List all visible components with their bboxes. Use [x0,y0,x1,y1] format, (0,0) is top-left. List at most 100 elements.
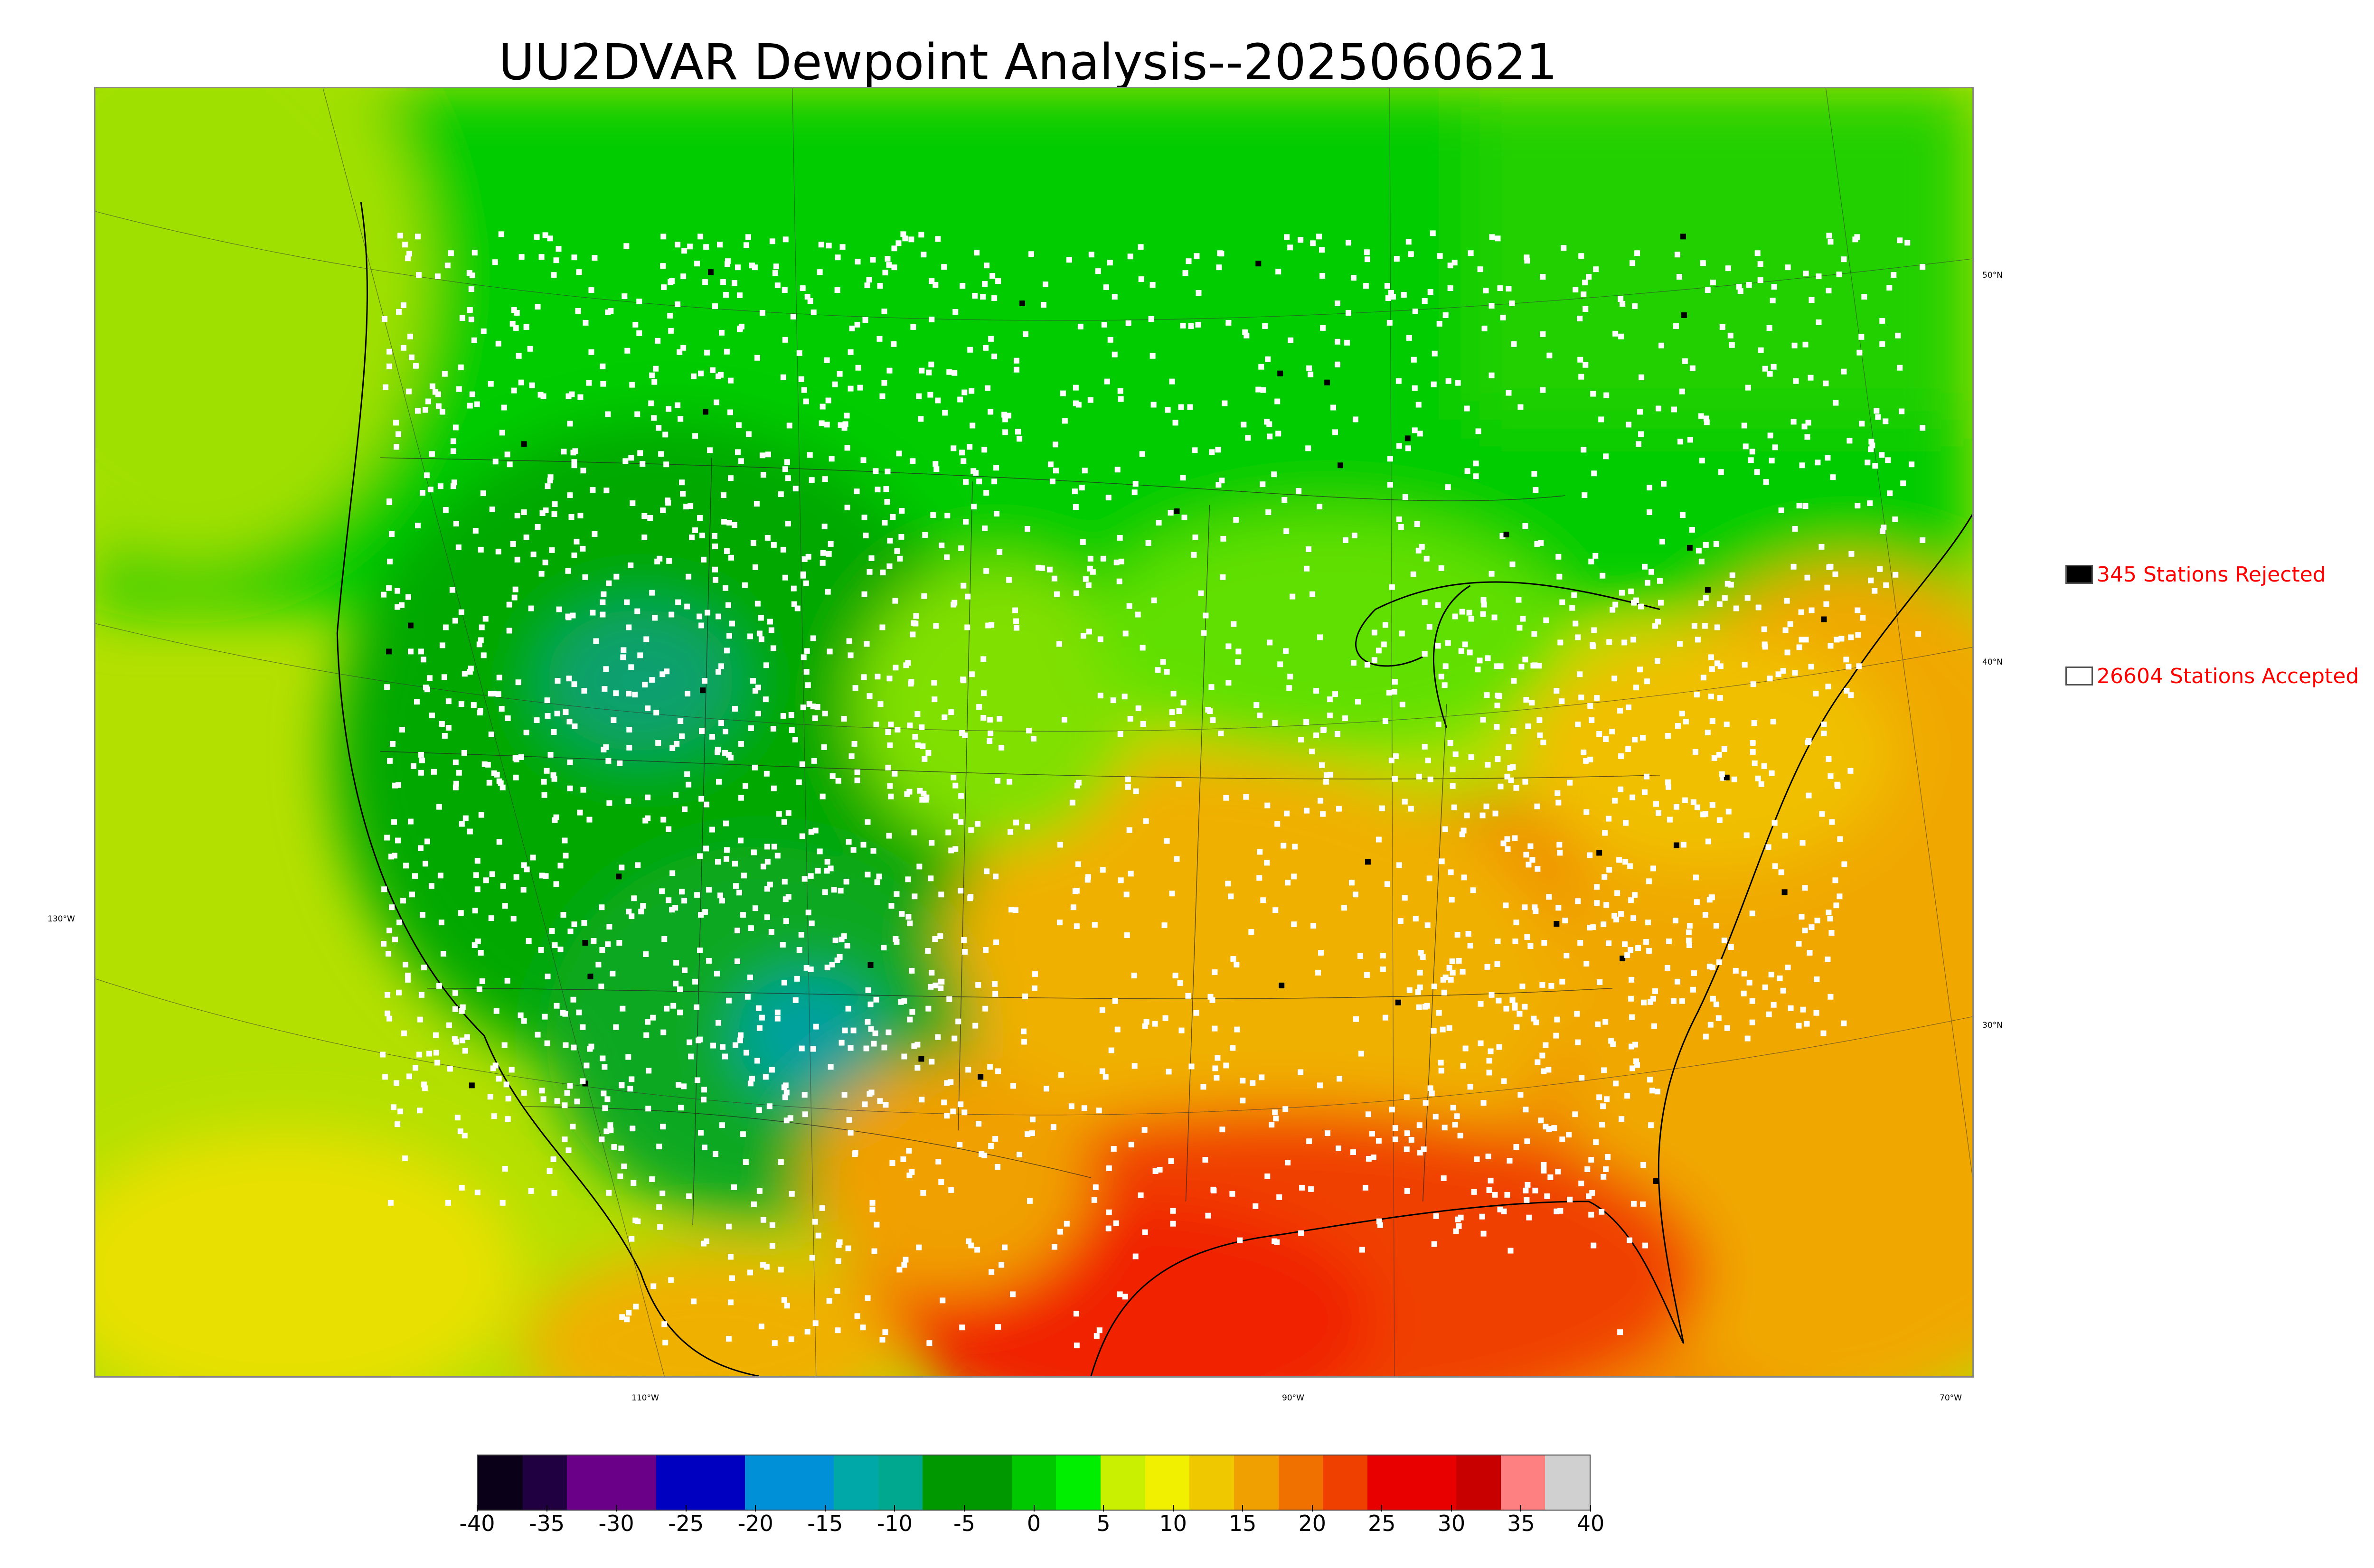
station-marker [1799,637,1805,643]
station-marker [464,1034,470,1040]
station-marker [1077,323,1083,329]
station-marker [582,940,588,946]
station-marker [433,1050,439,1056]
station-marker [738,323,744,329]
station-marker [1498,783,1504,789]
station-marker [1451,804,1457,810]
station-marker [1260,387,1266,393]
station-marker [855,365,861,371]
station-marker [1638,603,1644,610]
station-marker [863,532,869,538]
station-marker [413,363,419,369]
station-marker [1010,1291,1016,1297]
station-marker [764,859,771,865]
station-marker [1200,1084,1206,1090]
station-marker [804,648,810,654]
station-marker [576,1009,582,1015]
station-marker [1126,827,1132,833]
station-marker [1489,234,1495,240]
station-marker [898,999,904,1005]
station-marker [817,848,823,854]
station-marker [952,846,959,852]
station-marker [824,964,830,970]
station-marker [820,793,826,799]
station-marker [1225,680,1232,686]
station-marker [968,827,974,833]
station-marker [551,511,557,517]
station-marker [976,1121,982,1127]
station-marker [394,444,400,450]
station-marker [710,1042,716,1049]
station-marker [1174,508,1180,515]
station-marker [1834,637,1840,643]
station-marker [968,1242,974,1249]
station-marker [1324,772,1330,778]
station-marker [1150,402,1157,408]
station-marker [1168,510,1174,516]
station-marker [1006,413,1012,419]
station-marker [1631,1201,1637,1207]
station-marker [682,806,688,812]
station-marker [776,811,782,817]
station-marker [571,921,577,928]
station-marker [1519,983,1526,989]
station-marker [861,591,867,597]
station-marker [808,829,814,835]
station-marker [734,958,740,964]
station-marker [582,574,588,580]
station-marker [1686,545,1693,551]
station-marker [1310,240,1316,246]
station-marker [569,391,575,397]
station-marker [1523,852,1529,858]
station-marker [1218,251,1225,257]
station-marker [1243,794,1249,800]
station-marker [1105,495,1112,501]
station-markers [380,230,1926,1349]
station-marker [770,726,776,732]
station-marker [812,1320,819,1326]
station-marker [590,487,596,493]
station-marker [1587,756,1593,762]
station-marker [1506,744,1512,750]
station-marker [1497,1206,1503,1212]
station-marker [1512,1002,1518,1008]
station-marker [1601,1067,1607,1073]
station-marker [406,1073,412,1080]
station-marker [898,534,904,540]
colorbar-tick [1311,1505,1313,1512]
station-marker [1682,797,1688,803]
station-marker [925,1005,932,1012]
station-marker [1105,1225,1112,1231]
station-marker [1792,526,1798,532]
station-marker [1703,542,1709,548]
station-marker [1895,332,1901,338]
station-marker [1606,940,1612,947]
station-marker [919,724,925,731]
station-marker [1815,460,1821,466]
station-marker [939,978,945,985]
station-marker [843,879,849,885]
station-marker [1309,748,1315,754]
station-marker [611,1144,617,1150]
station-marker [993,465,999,471]
station-marker [1532,1187,1538,1193]
station-marker [528,605,534,611]
station-marker [1298,237,1304,243]
station-marker [826,551,832,557]
station-marker [1599,1209,1605,1215]
station-marker [572,448,578,454]
station-marker [1682,358,1688,364]
station-marker [1834,781,1840,788]
station-marker [1215,1055,1221,1061]
station-marker [882,270,888,276]
station-marker [1694,899,1700,905]
station-marker [1900,480,1906,487]
station-marker [1522,779,1528,785]
station-marker [1492,810,1498,817]
station-marker [1096,1327,1102,1333]
station-marker [651,415,657,421]
station-marker [1548,983,1554,989]
station-marker [869,1206,876,1212]
station-marker [919,1097,925,1103]
station-marker [1591,1242,1597,1249]
